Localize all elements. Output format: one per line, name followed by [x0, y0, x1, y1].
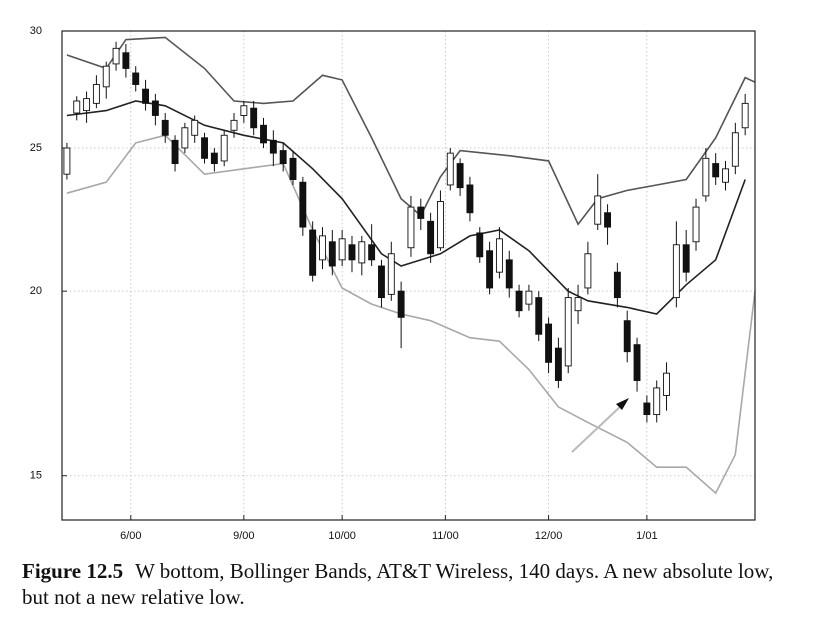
candle-body — [436, 201, 444, 249]
candle-body — [201, 137, 208, 159]
candle-body — [358, 241, 366, 264]
candle-body — [663, 372, 670, 396]
candle-body — [132, 72, 140, 85]
candle-body — [328, 241, 336, 267]
candle-body — [515, 290, 523, 312]
candle-body — [564, 297, 572, 367]
candle-body — [161, 119, 169, 136]
grid-layer — [62, 30, 755, 520]
candle-body — [476, 232, 484, 258]
x-tick-label: 11/00 — [432, 530, 459, 542]
candle-body — [378, 265, 385, 299]
x-tick-label: 10/00 — [328, 530, 356, 542]
candle-body — [368, 244, 376, 261]
candle-body — [210, 152, 218, 165]
candle-body — [122, 52, 130, 69]
candle-body — [692, 206, 700, 243]
candle-body — [230, 119, 238, 131]
candle-layer — [63, 41, 749, 423]
candle-body — [702, 157, 710, 197]
candle-body — [722, 168, 729, 183]
candle-body — [427, 220, 435, 255]
candle-body — [191, 119, 199, 136]
candle-body — [741, 102, 749, 129]
candle-body — [63, 147, 71, 175]
band-layer — [66, 36, 756, 495]
candle-body — [633, 344, 641, 381]
candle-body — [240, 105, 248, 116]
caption-text: W bottom, Bollinger Bands, AT&T Wireless… — [22, 559, 774, 609]
chart: 15 20 25 30 6/00 9/00 10/00 11/00 12/00 1/01 — [30, 25, 756, 542]
candle-body — [446, 152, 454, 186]
plot-frame — [61, 30, 756, 521]
candle-body — [171, 139, 179, 165]
candle-body — [672, 244, 680, 299]
candle-body — [319, 235, 326, 261]
candle-body — [456, 163, 464, 189]
candle-body — [269, 139, 277, 154]
candle-body — [712, 163, 720, 178]
y-tick-label: 30 — [30, 25, 42, 37]
caption: Figure 12.5 W bottom, Bollinger Bands, AT… — [22, 558, 792, 610]
y-tick-label: 25 — [30, 142, 42, 154]
caption-label: Figure 12.5 — [22, 559, 124, 583]
candle-body — [102, 65, 110, 88]
candle-body — [731, 132, 739, 167]
bollinger-band — [66, 134, 756, 495]
candle-body — [92, 84, 100, 104]
x-tick-label: 12/00 — [535, 530, 563, 542]
y-tick-label: 15 — [30, 470, 42, 482]
candle-body — [83, 98, 91, 112]
x-tick-label: 9/00 — [233, 530, 254, 542]
candle-body — [623, 320, 631, 353]
candle-body — [299, 181, 307, 228]
candle-body — [142, 88, 150, 104]
bollinger-band — [66, 100, 746, 315]
candle-body — [486, 250, 494, 289]
candle-body — [505, 259, 513, 289]
candle-body — [112, 47, 120, 65]
annotation-arrow — [571, 404, 623, 453]
candle-body — [338, 238, 346, 261]
arrow-head — [616, 398, 629, 410]
candle-body — [682, 244, 690, 273]
candle-body — [574, 297, 582, 312]
candle-body — [387, 253, 395, 295]
candle-body — [613, 271, 621, 299]
candle-body — [554, 347, 562, 381]
candle-body — [525, 290, 533, 305]
candle-body — [250, 107, 258, 129]
y-tick-label: 20 — [30, 285, 42, 297]
candle-body — [260, 124, 267, 144]
candle-body — [181, 127, 189, 149]
axis-layer: 15 20 25 30 6/00 9/00 10/00 11/00 12/00 1/01 — [30, 25, 658, 542]
candle-body — [417, 206, 425, 219]
candle-body — [594, 195, 602, 225]
x-tick-label: 1/01 — [636, 530, 657, 542]
x-tick-label: 6/00 — [120, 530, 141, 542]
candle-body — [348, 244, 356, 261]
candle-body — [397, 290, 405, 318]
candle-body — [643, 402, 651, 416]
candle-body — [604, 212, 612, 228]
candle-body — [407, 206, 415, 249]
candle-body — [309, 229, 317, 276]
candle-body — [653, 387, 661, 416]
candle-body — [535, 297, 543, 335]
candle-body — [220, 134, 228, 162]
candle-body — [545, 323, 553, 363]
candle-body — [289, 157, 297, 180]
candle-body — [279, 150, 287, 165]
candle-body — [73, 100, 81, 114]
candle-body — [151, 100, 159, 116]
candle-body — [466, 184, 474, 214]
candle-body — [495, 238, 503, 273]
candle-body — [584, 253, 592, 289]
